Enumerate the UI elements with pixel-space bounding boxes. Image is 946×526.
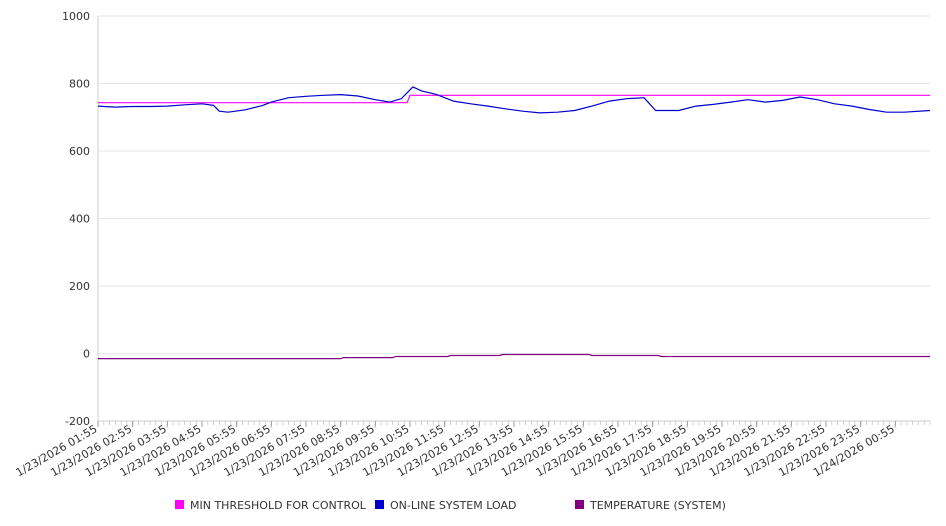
legend: MIN THRESHOLD FOR CONTROL ON-LINE SYSTEM … [175, 499, 726, 512]
y-tick-label: 0 [83, 348, 90, 361]
y-tick-label: 600 [69, 145, 90, 158]
series-lines [97, 86, 931, 360]
y-tick-label: 1000 [62, 10, 90, 23]
legend-swatch [375, 500, 384, 509]
legend-swatch [575, 500, 584, 509]
y-tick-label: 800 [69, 78, 90, 91]
gridlines [98, 15, 930, 422]
series-line-temperature-system [98, 353, 930, 360]
y-tick-label: 400 [69, 213, 90, 226]
series-line-on-line-system-load [97, 86, 931, 114]
y-tick-label: 200 [69, 280, 90, 293]
y-tick-label: -200 [65, 415, 90, 428]
legend-label: TEMPERATURE (SYSTEM) [589, 499, 726, 512]
series-line-min-threshold-for-control [98, 94, 930, 104]
legend-swatch [175, 500, 184, 509]
legend-label: MIN THRESHOLD FOR CONTROL [190, 499, 367, 512]
legend-label: ON-LINE SYSTEM LOAD [390, 499, 516, 512]
